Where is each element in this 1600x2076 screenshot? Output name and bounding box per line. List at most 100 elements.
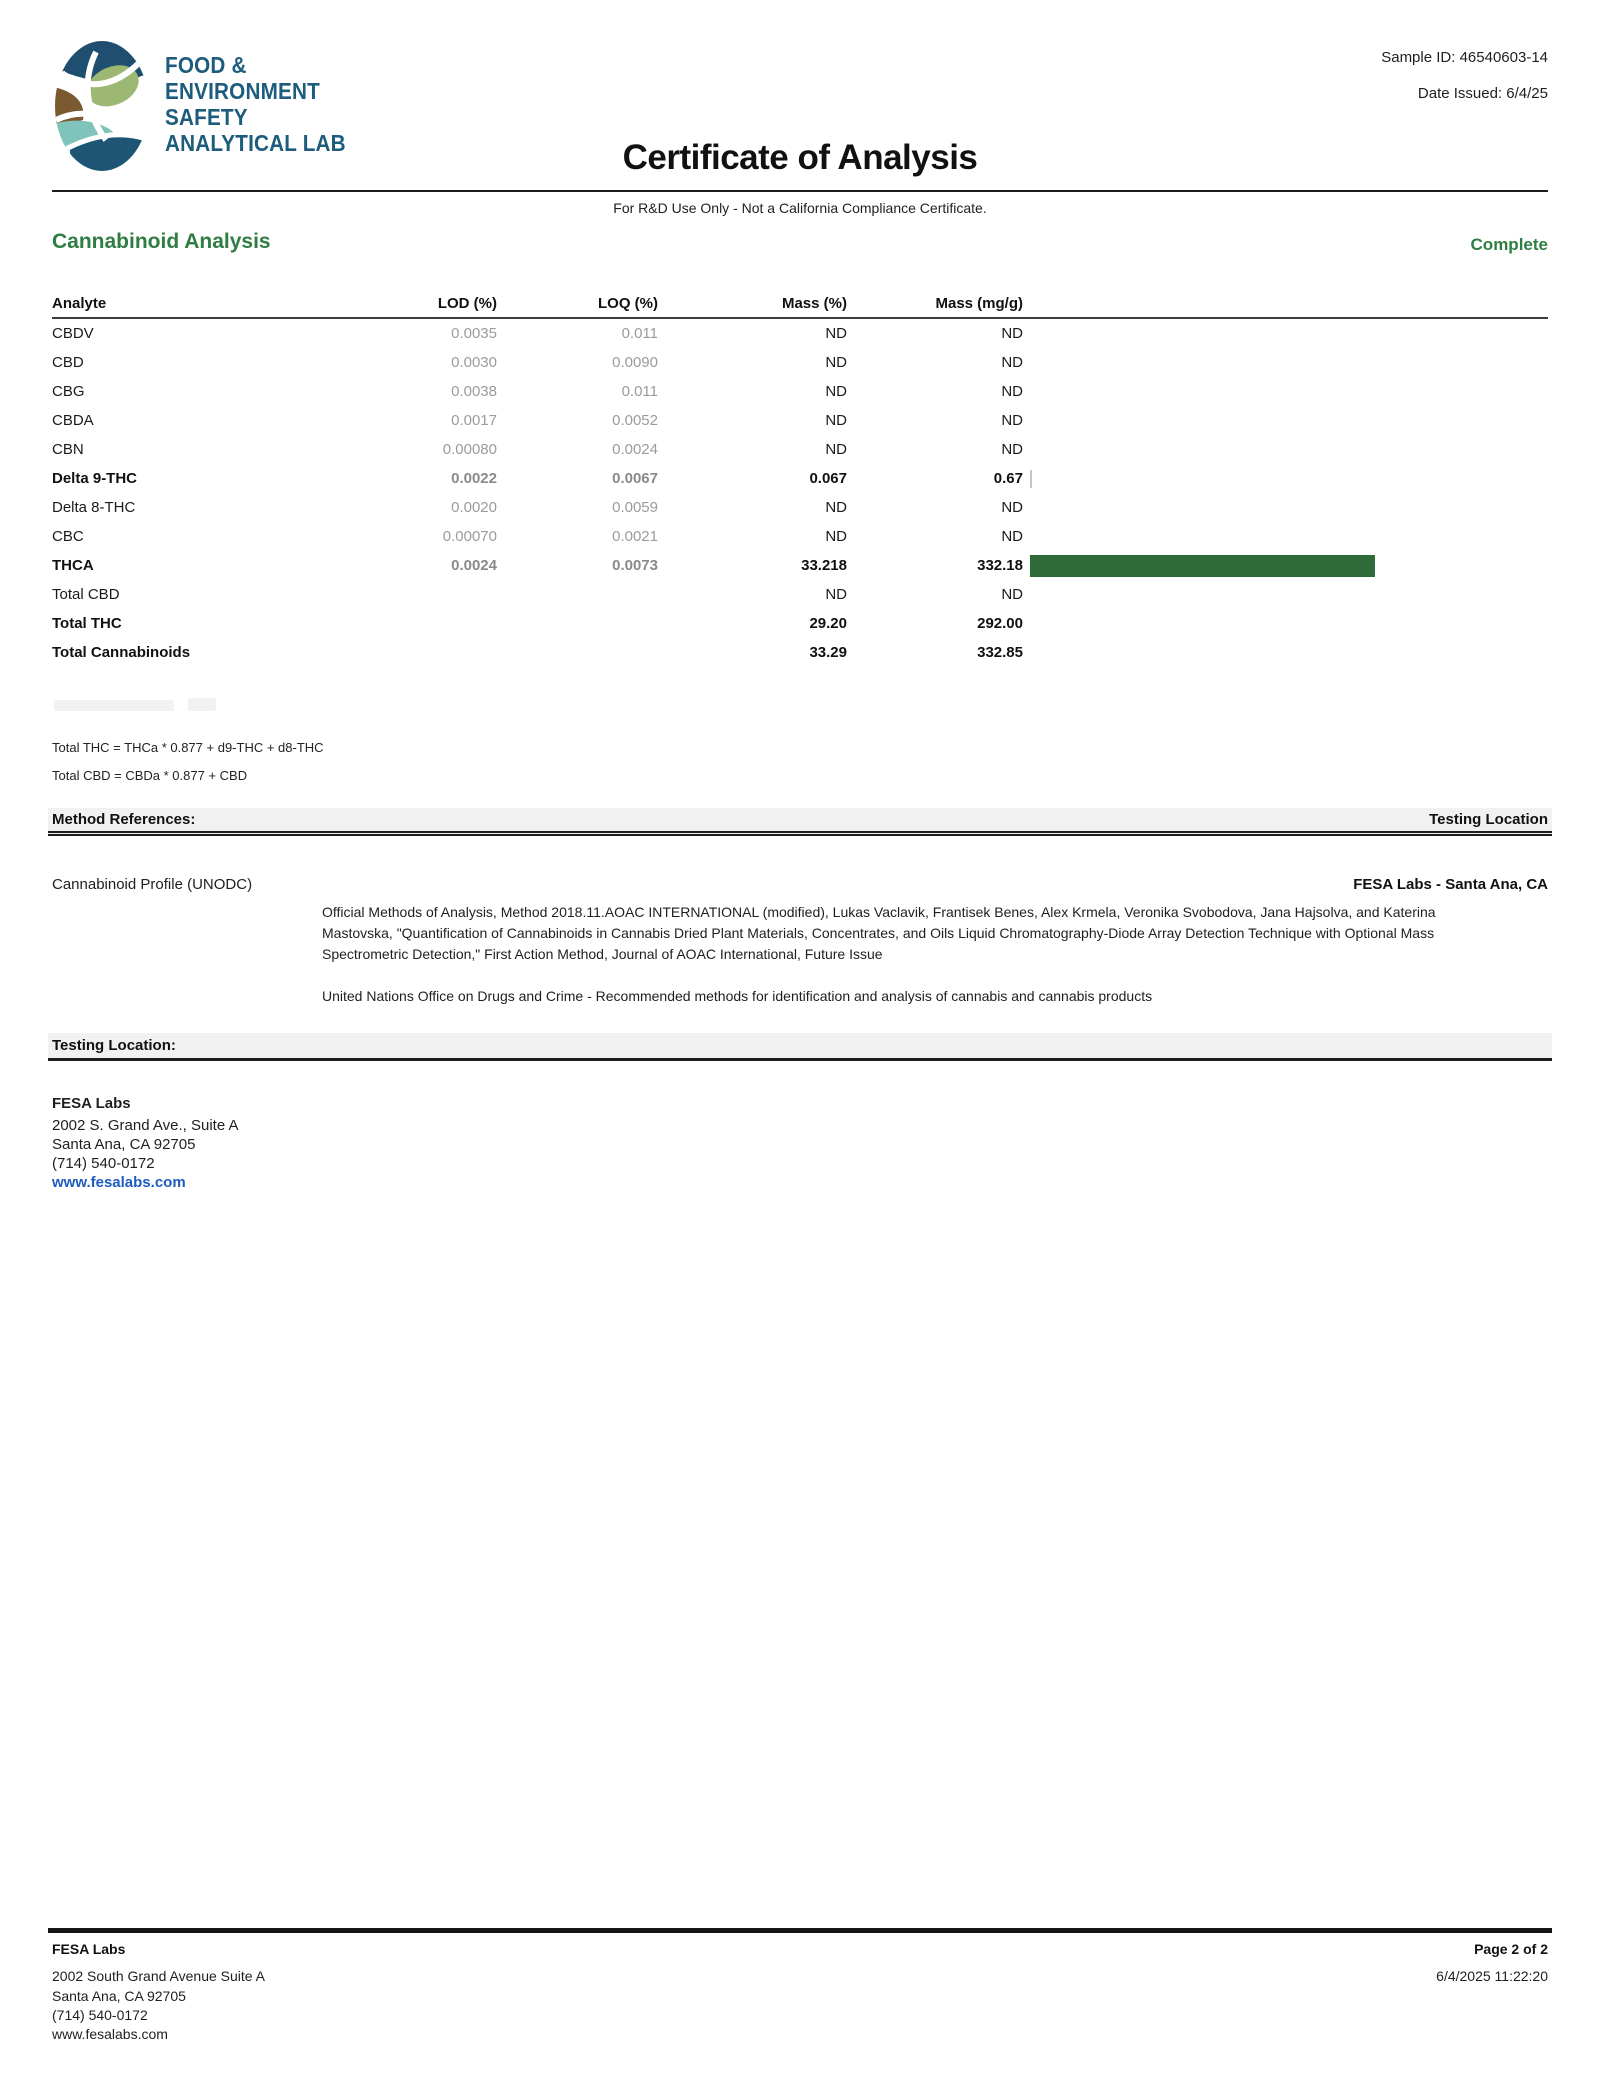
table-row: CBDA 0.0017 0.0052 ND ND (52, 406, 1548, 435)
footer-datetime: 6/4/2025 11:22:20 (1436, 1968, 1548, 1984)
table-row: Total CBD ND ND (52, 580, 1548, 609)
faint-print-artifact (54, 700, 174, 711)
mass-pct-cell: ND (825, 499, 847, 516)
header-divider (52, 190, 1548, 192)
table-row: CBD 0.0030 0.0090 ND ND (52, 348, 1548, 377)
footer-page-number: Page 2 of 2 (1474, 1941, 1548, 1957)
testing-location-value: FESA Labs - Santa Ana, CA (1353, 876, 1548, 893)
mass-pct-cell: 33.29 (809, 644, 847, 661)
loq-cell: 0.011 (621, 383, 658, 400)
table-row: CBG 0.0038 0.011 ND ND (52, 377, 1548, 406)
total-cbd-formula: Total CBD = CBDa * 0.877 + CBD (52, 768, 248, 783)
mass-mgg-cell: 332.18 (977, 557, 1023, 574)
analyte-cell: CBDV (52, 325, 94, 342)
footer-lab-name: FESA Labs (52, 1941, 126, 1957)
mass-mgg-cell: 0.67 (993, 470, 1023, 487)
mass-mgg-cell: ND (1001, 586, 1023, 603)
lod-cell: 0.0030 (451, 354, 497, 371)
method-reference-paragraph: Official Methods of Analysis, Method 201… (322, 904, 1436, 962)
table-row: CBN 0.00080 0.0024 ND ND (52, 435, 1548, 464)
status-badge: Complete (1470, 235, 1548, 254)
lab-phone: (714) 540-0172 (52, 1155, 155, 1172)
col-header-loq: LOQ (%) (598, 295, 658, 312)
lab-website-link[interactable]: www.fesalabs.com (52, 1174, 186, 1191)
footer-phone: (714) 540-0172 (52, 2007, 148, 2023)
method-references-heading: Method References: (52, 811, 196, 828)
mass-bar-cell (1023, 319, 1548, 348)
testing-location-heading: Testing Location: (52, 1037, 176, 1054)
analyte-cell: Total Cannabinoids (52, 644, 191, 661)
lod-cell: 0.0017 (451, 412, 497, 429)
logo-line: FOOD & (165, 52, 247, 78)
footer-address1: 2002 South Grand Avenue Suite A (52, 1968, 266, 1984)
mass-pct-cell: 0.067 (809, 470, 847, 487)
analyte-cell: CBDA (52, 412, 94, 429)
analyte-cell: CBN (52, 441, 84, 458)
mass-bar-cell (1023, 348, 1548, 377)
mass-pct-cell: ND (825, 325, 847, 342)
table-row: Total THC 29.20 292.00 (52, 609, 1548, 638)
loq-cell: 0.0090 (612, 354, 658, 371)
col-header-analyte: Analyte (52, 295, 107, 312)
total-thc-formula: Total THC = THCa * 0.877 + d9-THC + d8-T… (52, 740, 324, 755)
loq-cell: 0.0052 (612, 412, 658, 429)
table-row: Delta 9-THC 0.0022 0.0067 0.067 0.67 (52, 464, 1548, 493)
mass-mgg-cell: 292.00 (977, 615, 1023, 632)
testing-location-column-heading: Testing Location (1429, 811, 1548, 828)
date-issued: Date Issued: 6/4/25 (1417, 85, 1548, 102)
lod-cell: 0.0020 (451, 499, 497, 516)
table-row: Total Cannabinoids 33.29 332.85 (52, 638, 1548, 667)
mass-bar-cell (1023, 551, 1548, 580)
analyte-cell: Total THC (52, 615, 122, 632)
table-row: THCA 0.0024 0.0073 33.218 332.18 (52, 551, 1548, 580)
lab-name: FESA Labs (52, 1095, 131, 1112)
method-reference-unodc: United Nations Office on Drugs and Crime… (322, 988, 1153, 1004)
loq-cell: 0.0024 (612, 441, 658, 458)
mass-bar-cell (1023, 609, 1548, 638)
mass-mgg-cell: 332.85 (977, 644, 1023, 661)
mass-mgg-cell: ND (1001, 354, 1023, 371)
mass-bar-cell (1023, 464, 1548, 493)
mass-pct-cell: ND (825, 412, 847, 429)
mass-bar (1030, 469, 1032, 488)
mass-mgg-cell: ND (1001, 412, 1023, 429)
loq-cell: 0.0067 (612, 470, 658, 487)
col-header-lod: LOD (%) (437, 295, 497, 312)
lab-logo-wordmark: FOOD & ENVIRONMENT SAFETY ANALYTICAL LAB (165, 52, 366, 156)
method-references-band: Method References: Testing Location (48, 808, 1552, 836)
col-header-mass-pct: Mass (%) (781, 295, 847, 312)
analyte-cell: CBC (52, 528, 84, 545)
cannabinoid-profile-label: Cannabinoid Profile (UNODC) (52, 876, 253, 893)
cannabinoid-table: Analyte LOD (%) LOQ (%) Mass (%) Mass (m… (52, 290, 1548, 667)
section-title: Cannabinoid Analysis (52, 230, 271, 253)
analyte-cell: CBG (52, 383, 85, 400)
mass-pct-cell: ND (825, 528, 847, 545)
lab-address2: Santa Ana, CA 92705 (52, 1136, 196, 1153)
loq-cell: 0.0073 (612, 557, 658, 574)
analyte-cell: Total CBD (52, 586, 120, 603)
mass-mgg-cell: ND (1001, 528, 1023, 545)
mass-bar-cell (1023, 435, 1548, 464)
mass-bar (1030, 554, 1375, 577)
mass-mgg-cell: ND (1001, 383, 1023, 400)
lod-cell: 0.0024 (451, 557, 497, 574)
table-row: CBC 0.00070 0.0021 ND ND (52, 522, 1548, 551)
document-subtitle: For R&D Use Only - Not a California Comp… (613, 200, 987, 216)
mass-mgg-cell: ND (1001, 325, 1023, 342)
mass-pct-cell: ND (825, 354, 847, 371)
mass-pct-cell: ND (825, 586, 847, 603)
mass-bar-cell (1023, 522, 1548, 551)
analyte-cell: THCA (52, 557, 94, 574)
mass-pct-cell: ND (825, 383, 847, 400)
mass-mgg-cell: ND (1001, 441, 1023, 458)
loq-cell: 0.0059 (612, 499, 658, 516)
col-header-mass-mgg: Mass (mg/g) (935, 295, 1023, 312)
analyte-cell: Delta 8-THC (52, 499, 136, 516)
analyte-cell: CBD (52, 354, 84, 371)
footer-divider (48, 1928, 1552, 1933)
mass-bar-cell (1023, 580, 1548, 609)
table-header-row: Analyte LOD (%) LOQ (%) Mass (%) Mass (m… (52, 290, 1548, 319)
loq-cell: 0.0021 (612, 528, 658, 545)
table-row: Delta 8-THC 0.0020 0.0059 ND ND (52, 493, 1548, 522)
